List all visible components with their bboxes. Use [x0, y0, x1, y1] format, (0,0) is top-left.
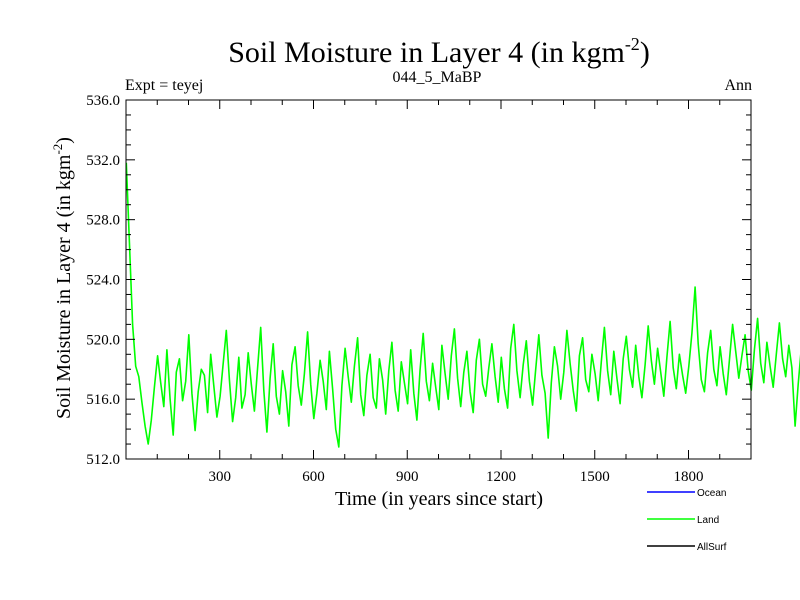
- legend: Ocean Land AllSurf: [647, 488, 727, 553]
- chart-title-main: Soil Moisture in Layer 4 (in kgm: [228, 36, 625, 69]
- chart-title: Soil Moisture in Layer 4 (in kgm-2): [228, 34, 650, 69]
- y-tick-label: 524.0: [86, 273, 120, 289]
- x-tick-label: 1800: [674, 469, 704, 485]
- series-group: [125, 162, 800, 448]
- y-tick-label: 520.0: [86, 332, 120, 348]
- subtitle-period: 044_5_MaBP: [393, 69, 482, 86]
- subtitle-experiment: Expt = teyej: [125, 77, 203, 94]
- x-tick-label: 1200: [486, 469, 516, 485]
- axis-tick-labels: 300 600 900 1200 1500 1800 512.0 516.0 520.0 524.…: [86, 93, 703, 485]
- y-axis-label-close: ): [53, 137, 75, 144]
- y-tick-label: 536.0: [86, 93, 120, 109]
- legend-label-ocean: Ocean: [697, 488, 726, 499]
- x-tick-label: 300: [209, 469, 232, 485]
- x-tick-label: 900: [396, 469, 419, 485]
- plot-area-frame: [125, 99, 752, 460]
- chart-title-superscript: -2: [625, 34, 640, 54]
- series-line-land: [125, 162, 800, 448]
- x-tick-label: 1500: [580, 469, 610, 485]
- x-axis-label: Time (in years since start): [335, 488, 543, 510]
- y-tick-label: 532.0: [86, 153, 120, 169]
- y-tick-label: 528.0: [86, 213, 120, 229]
- legend-label-land: Land: [697, 515, 719, 526]
- legend-label-allsurf: AllSurf: [697, 542, 727, 553]
- y-tick-label: 516.0: [86, 392, 120, 408]
- chart-title-close: ): [640, 36, 650, 69]
- subtitle-season: Ann: [724, 77, 752, 94]
- y-axis-label: Soil Moisture in Layer 4 (in kgm-2): [50, 137, 75, 419]
- x-tick-label: 600: [302, 469, 325, 485]
- y-tick-label: 512.0: [86, 452, 120, 468]
- y-axis-label-superscript: -2: [50, 144, 65, 155]
- y-axis-label-main: Soil Moisture in Layer 4 (in kgm: [53, 154, 75, 419]
- axis-ticks: [126, 100, 751, 459]
